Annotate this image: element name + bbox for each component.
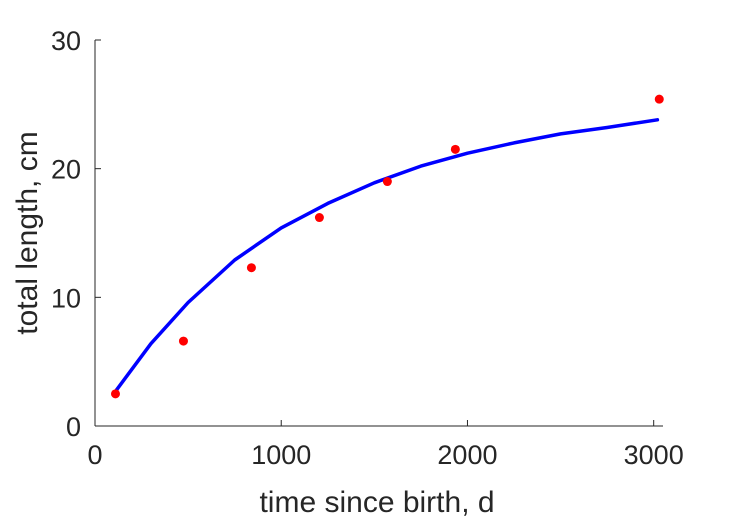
fit-curve <box>113 118 660 394</box>
y-tick-label: 10 <box>51 283 81 313</box>
y-tick-label: 20 <box>51 155 81 185</box>
data-point <box>382 177 392 187</box>
x-tick-label: 2000 <box>437 440 497 470</box>
y-axis-label: total length, cm <box>11 131 44 334</box>
data-point <box>450 144 460 154</box>
data-point <box>246 263 256 273</box>
x-axis-label: time since birth, d <box>259 486 494 519</box>
y-tick-label: 30 <box>51 26 81 56</box>
x-tick-label: 3000 <box>624 440 684 470</box>
x-tick-label: 0 <box>87 440 102 470</box>
plot-area <box>110 94 664 399</box>
data-point <box>178 336 188 346</box>
data-point <box>110 389 120 399</box>
data-point <box>654 94 664 104</box>
data-point <box>314 213 324 223</box>
axes: 0 1000 2000 3000 0 10 20 30 <box>51 26 684 470</box>
y-tick-label: 0 <box>66 412 81 442</box>
x-tick-label: 1000 <box>251 440 311 470</box>
